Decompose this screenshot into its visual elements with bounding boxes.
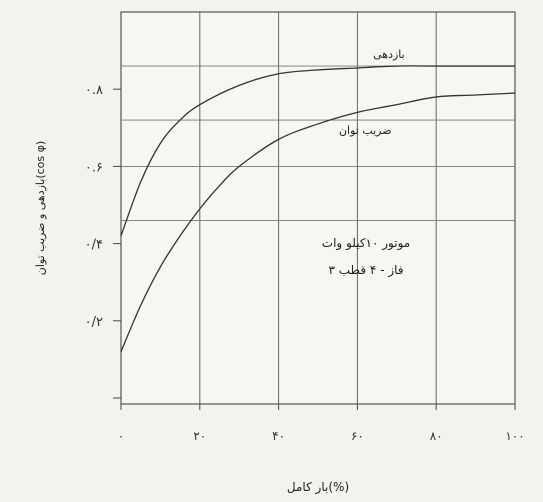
ticks: ۰ ۲۰ ۴۰ ۶۰ ۸۰ ۱۰۰ ۰/۲ ۰/۴ ۰.۶ ۰.۸ [85,83,525,443]
y-tick-label: ۰.۸ [85,83,103,98]
y-axis-label: بازدهی و ضریب توان(cos φ) [34,141,47,275]
x-tick-label: ۱۰۰ [505,429,524,443]
x-tick-label: ۶۰ [351,429,364,443]
x-tick-label: ۴۰ [272,429,285,443]
y-tick-label: ۰/۴ [85,238,103,253]
series-line-power-factor [120,92,516,352]
x-tick-label: ۰ [118,429,124,443]
series-layer [120,65,516,352]
series-label-efficiency: بازدهی [373,48,405,61]
x-tick-label: ۸۰ [430,429,443,443]
series-label-power-factor: ضریب توان [339,124,392,137]
y-tick-label: ۰/۲ [85,315,103,330]
series-line-efficiency [120,65,515,237]
x-axis-label: بار کامل(%) [287,480,349,495]
y-tick-label: ۰.۶ [85,160,103,175]
annotation-motor-rating: موتور ۱۰کیلو وات [322,236,410,251]
grid [121,12,515,404]
plot-area [120,11,516,405]
annotation-motor-phases: ۳ فاز - ۴ قطب [328,263,403,278]
x-tick-label: ۲۰ [193,429,206,443]
